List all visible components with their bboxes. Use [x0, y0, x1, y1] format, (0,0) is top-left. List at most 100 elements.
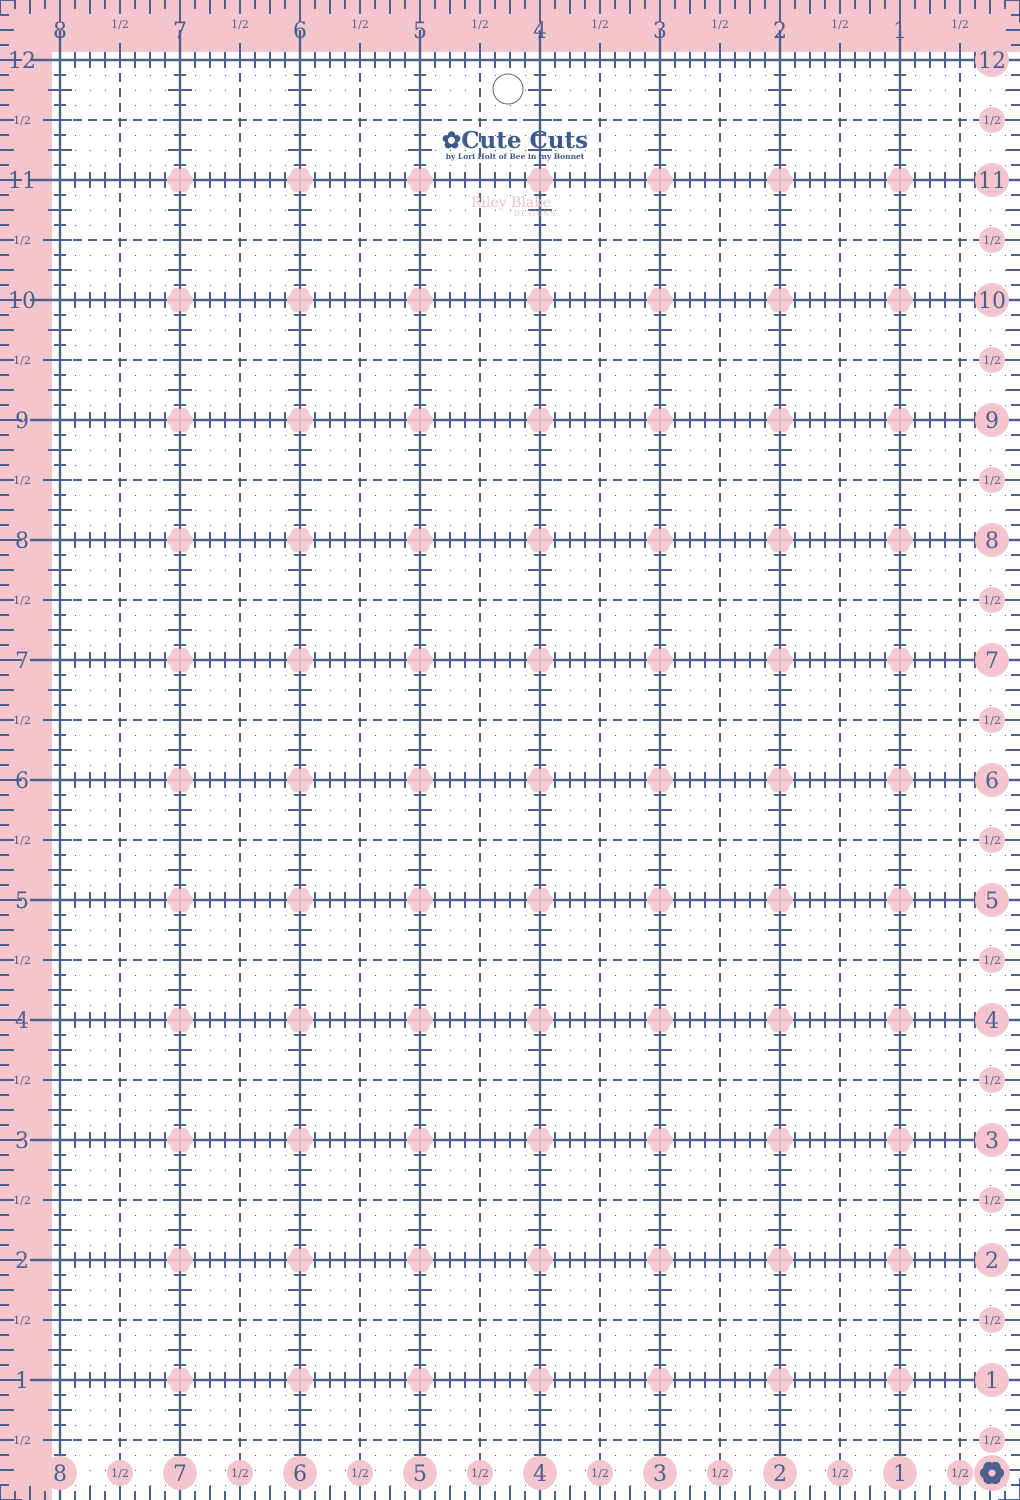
- top-scale-label: 1/2: [951, 18, 969, 31]
- flower-marker: [287, 1247, 313, 1273]
- flower-marker: [767, 527, 794, 553]
- bottom-scale-label-badge: [467, 1460, 493, 1486]
- right-scale-label: 10: [978, 289, 1006, 314]
- flower-icon-center: [988, 1469, 996, 1477]
- bottom-scale-label: 6: [293, 1462, 307, 1487]
- bottom-scale-label: 5: [413, 1462, 427, 1487]
- flower-marker: [887, 1127, 914, 1153]
- right-scale-label-badge: [979, 1187, 1005, 1213]
- flower-marker: [767, 887, 794, 913]
- flower-marker: [647, 167, 674, 193]
- right-scale-label: 1/2: [983, 234, 1001, 247]
- flower-marker: [407, 1007, 433, 1033]
- top-scale-label: 4: [533, 19, 547, 44]
- right-scale-label-badge: [979, 707, 1005, 733]
- flower-marker: [407, 1247, 433, 1273]
- flower-marker: [527, 647, 554, 673]
- right-scale-label: 1/2: [983, 1074, 1001, 1087]
- flower-marker: [167, 527, 193, 553]
- bottom-scale-label-badge: [827, 1460, 853, 1486]
- bottom-scale-label-badge: [227, 1460, 253, 1486]
- flower-marker: [887, 1007, 914, 1033]
- right-scale-label-badge: [975, 1123, 1009, 1157]
- left-scale-label: 1/2: [13, 594, 31, 607]
- flower-marker: [527, 1127, 554, 1153]
- right-scale-label: 1/2: [983, 594, 1001, 607]
- flower-marker: [287, 287, 313, 313]
- top-scale-label: 3: [653, 19, 667, 44]
- top-scale-label: 1/2: [231, 18, 249, 31]
- right-scale-label-badge: [975, 283, 1009, 317]
- flower-marker: [767, 647, 794, 673]
- flower-marker: [167, 887, 193, 913]
- flower-marker: [167, 647, 193, 673]
- left-scale-label: 1/2: [13, 834, 31, 847]
- right-scale-label-badge: [979, 467, 1005, 493]
- riley-blake-logo: Riley Blake DESIGNS: [466, 196, 556, 218]
- left-scale-label: 1/2: [13, 114, 31, 127]
- bottom-scale-label-badge: [43, 1456, 77, 1490]
- flower-marker: [767, 407, 794, 433]
- flower-marker: [887, 407, 914, 433]
- flower-marker: [167, 1127, 193, 1153]
- right-scale-label: 11: [978, 169, 1006, 194]
- flower-marker: [407, 647, 433, 673]
- right-scale-label: 1/2: [983, 114, 1001, 127]
- flower-marker: [887, 167, 914, 193]
- flower-marker: [887, 1247, 914, 1273]
- flower-marker: [527, 527, 554, 553]
- right-scale-label: 1/2: [983, 714, 1001, 727]
- right-scale-label: 5: [985, 889, 999, 914]
- right-scale-label: 1/2: [983, 1194, 1001, 1207]
- flower-marker: [647, 527, 674, 553]
- flower-marker: [767, 1367, 794, 1393]
- right-scale-label: 1/2: [983, 1314, 1001, 1327]
- flower-marker: [647, 647, 674, 673]
- flower-marker: [407, 887, 433, 913]
- flower-marker: [407, 767, 433, 793]
- right-scale-label-badge: [979, 827, 1005, 853]
- top-scale-label: 7: [173, 19, 187, 44]
- flower-marker: [527, 887, 554, 913]
- right-scale-label-badge: [975, 763, 1009, 797]
- right-scale-label: 8: [985, 529, 999, 554]
- flower-marker: [287, 887, 313, 913]
- flower-marker: [887, 287, 914, 313]
- right-scale-label: 1: [985, 1369, 999, 1394]
- right-scale-label-badge: [975, 1243, 1009, 1277]
- brand-name: Riley Blake: [470, 195, 552, 211]
- flower-marker: [767, 1247, 794, 1273]
- right-scale-label-badge: [975, 163, 1009, 197]
- right-scale-label: 1/2: [983, 1434, 1001, 1447]
- flower-marker: [527, 1247, 554, 1273]
- top-scale-label: 5: [413, 19, 427, 44]
- bottom-scale-label: 1/2: [231, 1467, 249, 1480]
- bottom-scale-label-badge: [347, 1460, 373, 1486]
- flower-marker: [287, 167, 313, 193]
- left-scale-label: 1/2: [13, 954, 31, 967]
- bottom-scale-label-badge: [947, 1460, 973, 1486]
- flower-marker: [287, 1007, 313, 1033]
- flower-marker: [887, 767, 914, 793]
- cute-cuts-logo: ✿Cute Cuts by Lori Holt of Bee in my Bon…: [430, 127, 600, 162]
- flower-marker: [767, 1007, 794, 1033]
- right-scale-label-badge: [979, 227, 1005, 253]
- left-scale-label: 11: [8, 169, 36, 194]
- right-scale-label: 9: [985, 409, 999, 434]
- flower-marker: [767, 767, 794, 793]
- bottom-scale-label-badge: [643, 1456, 677, 1490]
- right-scale-label-badge: [975, 1003, 1009, 1037]
- left-scale-label: 7: [15, 649, 29, 674]
- left-scale-label: 3: [15, 1129, 29, 1154]
- flower-marker: [167, 1367, 193, 1393]
- flower-marker: [887, 1367, 914, 1393]
- bottom-scale-label: 1/2: [111, 1467, 129, 1480]
- bottom-scale-label: 1/2: [591, 1467, 609, 1480]
- top-scale-label: 1/2: [831, 18, 849, 31]
- flower-icon: ✿: [441, 127, 462, 154]
- right-scale-label-badge: [975, 523, 1009, 557]
- bottom-scale-label-badge: [283, 1456, 317, 1490]
- right-scale-label: 1/2: [983, 354, 1001, 367]
- flower-marker: [407, 167, 433, 193]
